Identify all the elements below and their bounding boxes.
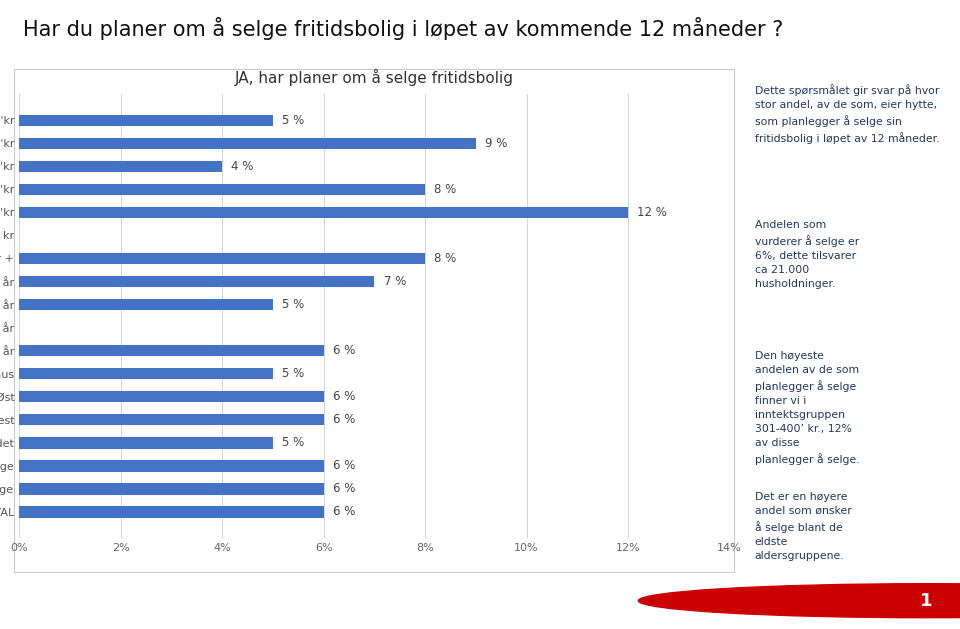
Bar: [19, 460, 324, 472]
Bar: [19, 114, 273, 126]
Text: 6 %: 6 %: [333, 459, 355, 472]
Text: 6 %: 6 %: [333, 390, 355, 403]
Circle shape: [638, 584, 960, 618]
Title: JA, har planer om å selge fritidsbolig: JA, har planer om å selge fritidsbolig: [235, 69, 514, 86]
Text: Den høyeste
andelen av de som
planlegger å selge
finner vi i
inntektsgruppen
301: Den høyeste andelen av de som planlegger…: [755, 351, 859, 465]
Bar: [19, 391, 324, 403]
Text: 5 %: 5 %: [282, 437, 304, 449]
Bar: [19, 207, 628, 218]
Text: Andelen som
vurderer å selge er
6%, dette tilsvarer
ca 21.000
husholdninger.: Andelen som vurderer å selge er 6%, dett…: [755, 220, 859, 289]
Bar: [19, 437, 273, 448]
Bar: [19, 160, 222, 172]
Text: 8 %: 8 %: [434, 252, 457, 265]
Bar: [19, 506, 324, 518]
Bar: [19, 414, 324, 425]
Bar: [19, 184, 425, 195]
Text: 1: 1: [920, 592, 933, 610]
Text: 9 %: 9 %: [485, 136, 508, 150]
Bar: [19, 253, 425, 264]
Text: 6 %: 6 %: [333, 482, 355, 496]
Bar: [19, 299, 273, 310]
Text: 6 %: 6 %: [333, 413, 355, 426]
Bar: [19, 276, 374, 287]
Text: Det er en høyere
andel som ønsker
å selge blant de
eldste
aldersgruppene.: Det er en høyere andel som ønsker å selg…: [755, 492, 852, 560]
Text: 4 %: 4 %: [231, 160, 253, 173]
Text: EiendomsMegler: EiendomsMegler: [768, 592, 936, 610]
Bar: [19, 345, 324, 357]
Text: 7 %: 7 %: [384, 275, 406, 288]
Bar: [19, 368, 273, 379]
Text: 5 %: 5 %: [282, 367, 304, 380]
Text: 12 %: 12 %: [637, 206, 667, 219]
Text: 6 %: 6 %: [333, 344, 355, 357]
Bar: [19, 138, 476, 149]
Text: 6: 6: [24, 592, 35, 610]
Text: 6 %: 6 %: [333, 505, 355, 518]
Text: 5 %: 5 %: [282, 114, 304, 127]
Text: 5 %: 5 %: [282, 298, 304, 311]
Text: 8 %: 8 %: [434, 183, 457, 196]
Text: Dette spørsmålet gir svar på hvor
stor andel, av de som, eier hytte,
som planleg: Dette spørsmålet gir svar på hvor stor a…: [755, 84, 940, 144]
Bar: [19, 483, 324, 494]
Text: Har du planer om å selge fritidsbolig i løpet av kommende 12 måneder ?: Har du planer om å selge fritidsbolig i …: [23, 17, 783, 40]
